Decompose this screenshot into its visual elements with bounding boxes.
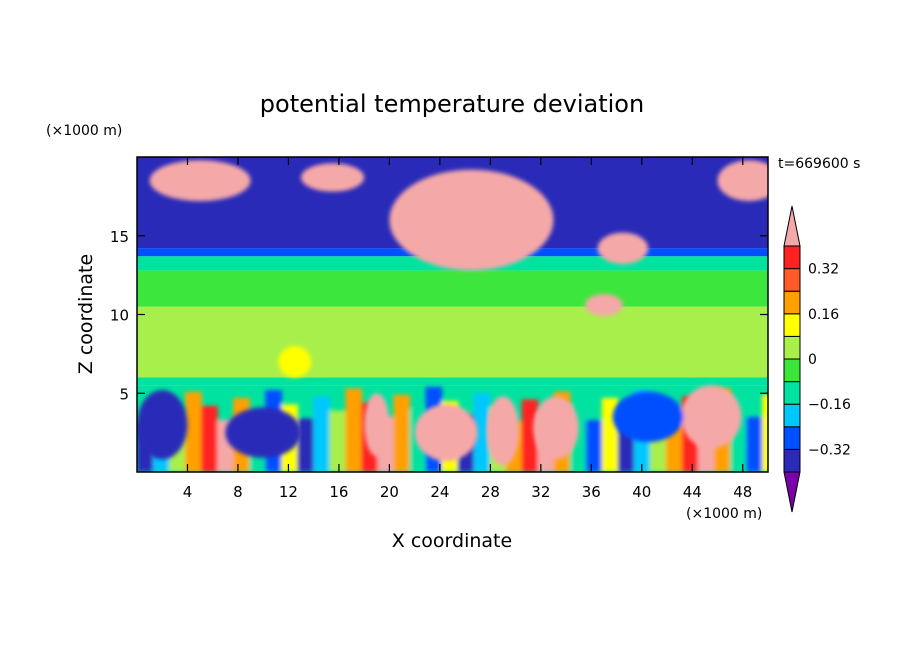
colorbar: −0.32 −0.16 0 0.16 0.32 (783, 205, 851, 513)
colorbar-segment (783, 403, 801, 428)
colorbar-segment (783, 381, 801, 405)
bl-streak-10 (297, 418, 315, 472)
contour-blob-8 (414, 404, 478, 461)
y-axis: 5 10 15 (110, 228, 768, 403)
bl-streak-3 (185, 391, 202, 472)
plot-area (137, 157, 768, 472)
colorbar-overflow-triangle (783, 205, 801, 247)
time-label: t=669600 s (778, 156, 860, 172)
bl-streak-24 (521, 399, 539, 472)
contour-blob-3 (301, 163, 365, 192)
contour-blob-10 (533, 396, 579, 460)
contour-band-2 (137, 306, 768, 378)
x-tick-label: 8 (233, 483, 243, 501)
bl-streak-13 (345, 388, 363, 472)
colorbar-segment (783, 426, 801, 450)
contour-blob-5 (585, 294, 623, 317)
contour-blob-2 (149, 160, 251, 202)
x-tick-label: 28 (481, 483, 500, 501)
x-tick-label: 12 (279, 483, 298, 501)
contour-band-3 (137, 270, 768, 307)
colorbar-segment (783, 448, 801, 473)
x-unit-label: (×1000 m) (686, 506, 762, 522)
bl-streak-21 (473, 393, 491, 472)
x-tick-label: 36 (582, 483, 601, 501)
bl-streak-39 (762, 394, 768, 472)
bl-streak-16 (393, 394, 411, 472)
contour-blob-14 (612, 391, 684, 443)
colorbar-tick-label: 0 (808, 352, 817, 368)
x-tick-label: 4 (183, 483, 193, 501)
contour-blob-9 (486, 396, 520, 466)
colorbar-segment (783, 335, 801, 360)
x-tick-label: 48 (733, 483, 752, 501)
y-tick-label: 10 (110, 307, 129, 325)
x-axis-label: X coordinate (392, 530, 512, 552)
x-tick-label: 20 (380, 483, 399, 501)
x-tick-label: 24 (430, 483, 449, 501)
colorbar-segment (783, 245, 801, 270)
bl-streak-12 (329, 410, 347, 472)
contour-blob-13 (137, 390, 188, 460)
colorbar-tick-label: −0.32 (808, 442, 851, 458)
x-tick-label: 16 (329, 483, 348, 501)
contour-blob-11 (680, 385, 742, 449)
x-tick-label: 32 (531, 483, 550, 501)
contour-blob-0 (389, 169, 554, 271)
contour-blob-12 (225, 407, 302, 458)
contour-blob-7 (364, 393, 390, 457)
colorbar-tick-label: 0.32 (808, 262, 839, 278)
bl-streak-38 (746, 416, 763, 472)
contour-blobs (137, 160, 768, 466)
bl-streak-4 (201, 405, 218, 472)
y-unit-label: (×1000 m) (46, 123, 122, 139)
colorbar-segment (783, 313, 801, 337)
colorbar-tick-label: −0.16 (808, 397, 851, 413)
x-tick-label: 44 (683, 483, 702, 501)
colorbar-segment (783, 358, 801, 383)
bl-streak-28 (585, 420, 603, 472)
contour-band-1 (137, 377, 768, 386)
y-axis-label: Z coordinate (75, 254, 97, 374)
x-tick-label: 40 (632, 483, 651, 501)
contour-blob-1 (597, 232, 649, 265)
colorbar-segment (783, 290, 801, 315)
colorbar-underflow-triangle (783, 471, 801, 513)
colorbar-segment (783, 268, 801, 292)
chart-title: potential temperature deviation (260, 90, 644, 118)
contour-blob-4 (717, 160, 768, 202)
y-tick-label: 15 (110, 228, 129, 246)
x-axis: 4 8 12 16 20 24 28 32 36 40 44 48 (183, 157, 752, 501)
bl-streak-11 (313, 396, 331, 472)
y-tick-label: 5 (119, 385, 129, 403)
colorbar-tick-label: 0.16 (808, 307, 839, 323)
contour-blob-6 (278, 346, 312, 378)
